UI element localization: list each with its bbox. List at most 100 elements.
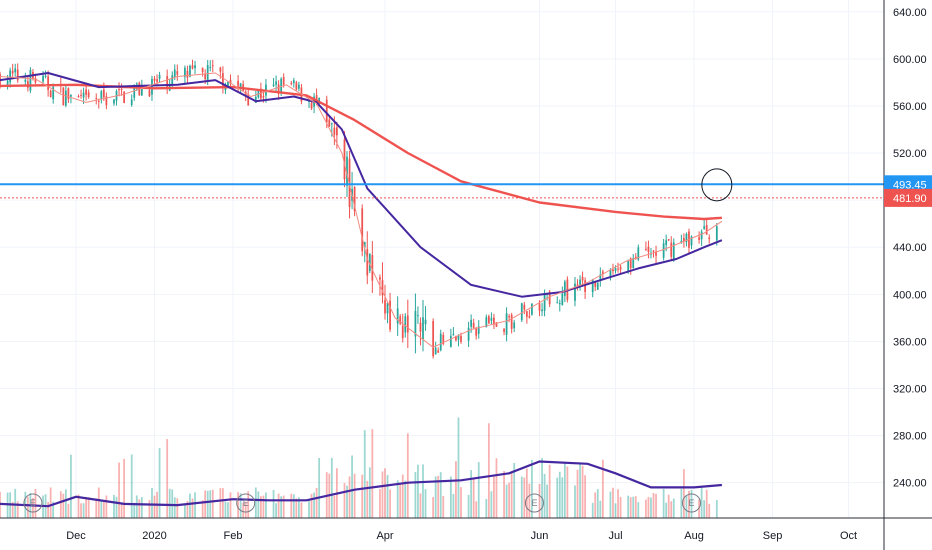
candle[interactable] — [113, 99, 115, 106]
candle[interactable] — [414, 293, 417, 354]
candle[interactable] — [475, 326, 478, 340]
candle[interactable] — [209, 60, 212, 72]
candle[interactable] — [528, 309, 531, 319]
candle[interactable] — [229, 74, 232, 88]
candle[interactable] — [449, 328, 452, 348]
candle[interactable] — [158, 71, 161, 83]
candle[interactable] — [584, 277, 586, 299]
candle[interactable] — [100, 89, 103, 104]
candle[interactable] — [292, 77, 295, 88]
earnings-marker[interactable]: E — [681, 493, 701, 513]
candle[interactable] — [508, 313, 511, 323]
candle[interactable] — [419, 317, 422, 346]
candle[interactable] — [29, 67, 32, 94]
candle[interactable] — [493, 313, 495, 329]
candle[interactable] — [703, 219, 706, 230]
candle[interactable] — [619, 264, 622, 275]
candle[interactable] — [399, 313, 402, 326]
candle[interactable] — [47, 70, 50, 97]
candle[interactable] — [485, 314, 488, 328]
candle[interactable] — [698, 231, 700, 244]
candle[interactable] — [531, 303, 533, 316]
candle[interactable] — [690, 235, 693, 250]
candle[interactable] — [452, 327, 455, 336]
candle[interactable] — [558, 299, 561, 312]
candle[interactable] — [62, 87, 65, 106]
candle[interactable] — [439, 329, 442, 352]
candle[interactable] — [437, 347, 440, 353]
candle[interactable] — [396, 296, 399, 336]
candle[interactable] — [503, 328, 505, 336]
candle[interactable] — [67, 87, 70, 103]
candle[interactable] — [505, 307, 508, 342]
candle[interactable] — [617, 262, 619, 273]
candle[interactable] — [80, 89, 82, 99]
candle[interactable] — [123, 91, 126, 104]
candle[interactable] — [667, 238, 670, 242]
candle[interactable] — [130, 94, 133, 107]
candle[interactable] — [105, 92, 108, 110]
candle[interactable] — [683, 233, 685, 248]
candle[interactable] — [298, 81, 300, 92]
candle[interactable] — [166, 69, 169, 95]
candle[interactable] — [49, 89, 52, 98]
candle[interactable] — [211, 59, 214, 73]
candle[interactable] — [406, 299, 409, 348]
candle[interactable] — [97, 98, 100, 109]
candle[interactable] — [384, 284, 386, 320]
candle[interactable] — [16, 63, 19, 83]
earnings-marker[interactable]: E — [236, 493, 256, 513]
candle[interactable] — [95, 93, 98, 105]
candle[interactable] — [685, 232, 688, 247]
candle[interactable] — [87, 89, 90, 99]
candle[interactable] — [343, 131, 346, 188]
candle[interactable] — [24, 72, 27, 86]
candle[interactable] — [541, 302, 543, 317]
candle[interactable] — [467, 321, 470, 348]
candle[interactable] — [576, 279, 579, 291]
candle[interactable] — [70, 94, 72, 104]
candle[interactable] — [77, 94, 80, 98]
candle[interactable] — [670, 236, 673, 261]
candle[interactable] — [52, 83, 55, 104]
candle[interactable] — [708, 234, 711, 244]
candle[interactable] — [672, 238, 675, 262]
candle[interactable] — [422, 300, 424, 352]
candle[interactable] — [222, 66, 224, 94]
candle[interactable] — [361, 204, 364, 257]
candle[interactable] — [561, 286, 564, 306]
candle[interactable] — [277, 80, 280, 100]
candle[interactable] — [272, 78, 275, 88]
candle[interactable] — [64, 85, 67, 108]
candle[interactable] — [510, 312, 513, 334]
candle[interactable] — [14, 63, 17, 77]
candle[interactable] — [386, 302, 389, 324]
candle[interactable] — [655, 245, 657, 264]
candle[interactable] — [472, 318, 475, 329]
candle[interactable] — [457, 334, 460, 347]
candle[interactable] — [417, 306, 419, 324]
candle[interactable] — [652, 250, 655, 258]
candle[interactable] — [194, 60, 196, 74]
candle[interactable] — [118, 82, 120, 97]
candle[interactable] — [487, 314, 490, 324]
candle[interactable] — [632, 254, 635, 269]
candle[interactable] — [647, 240, 650, 259]
candle[interactable] — [389, 292, 391, 332]
candle[interactable] — [523, 301, 526, 315]
candle[interactable] — [581, 271, 584, 287]
candle[interactable] — [176, 64, 179, 81]
candle[interactable] — [381, 262, 384, 304]
candle[interactable] — [363, 241, 366, 263]
candle[interactable] — [477, 320, 480, 339]
candle[interactable] — [184, 65, 186, 84]
earnings-marker[interactable]: E — [23, 493, 43, 513]
candle[interactable] — [290, 80, 293, 86]
candle[interactable] — [442, 332, 445, 346]
candle[interactable] — [201, 67, 204, 77]
candle[interactable] — [490, 312, 493, 325]
candle[interactable] — [525, 310, 528, 324]
candle[interactable] — [371, 241, 374, 293]
candle[interactable] — [513, 319, 516, 333]
